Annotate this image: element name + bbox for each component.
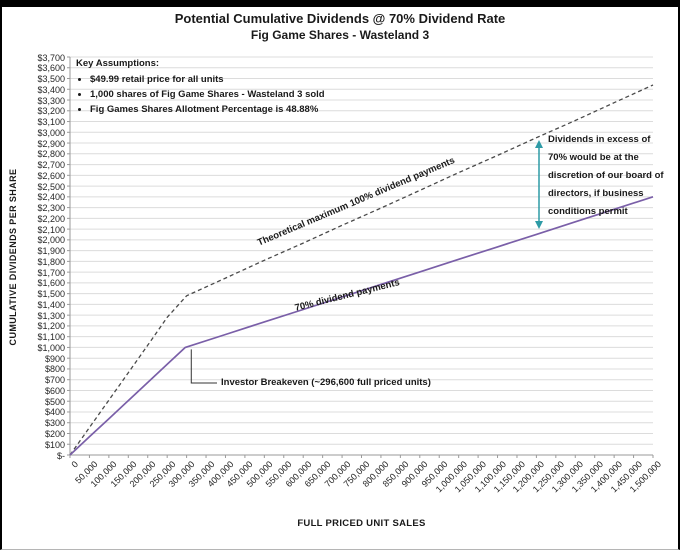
assumption-item: 1,000 shares of Fig Game Shares - Wastel… [90,87,325,102]
breakeven-annotation: Investor Breakeven (~296,600 full priced… [221,377,431,388]
line-70-percent [69,195,654,456]
key-assumptions-block: Key Assumptions: $49.99 retail price for… [76,58,325,117]
line-100-percent-max [69,84,654,456]
breakeven-leader-line [190,349,217,384]
range-arrow-head-up [535,140,543,148]
y-axis-title: CUMULATIVE DIVIDENDS PER SHARE [8,168,18,346]
range-arrow-head-down [535,221,543,229]
x-axis-title: FULL PRICED UNIT SALES [297,518,426,529]
chart-title: Potential Cumulative Dividends @ 70% Div… [174,11,506,26]
board-discretion-note: Dividends in excess of 70% would be at t… [548,134,664,217]
assumptions-list: $49.99 retail price for all units 1,000 … [90,72,325,117]
top-border-bar [2,0,678,7]
assumptions-heading: Key Assumptions: [76,58,160,69]
chart-subtitle: Fig Game Shares - Wasteland 3 [250,28,430,42]
assumption-item: $49.99 retail price for all units [90,72,325,87]
assumption-item: Fig Games Shares Allotment Percentage is… [90,102,325,117]
